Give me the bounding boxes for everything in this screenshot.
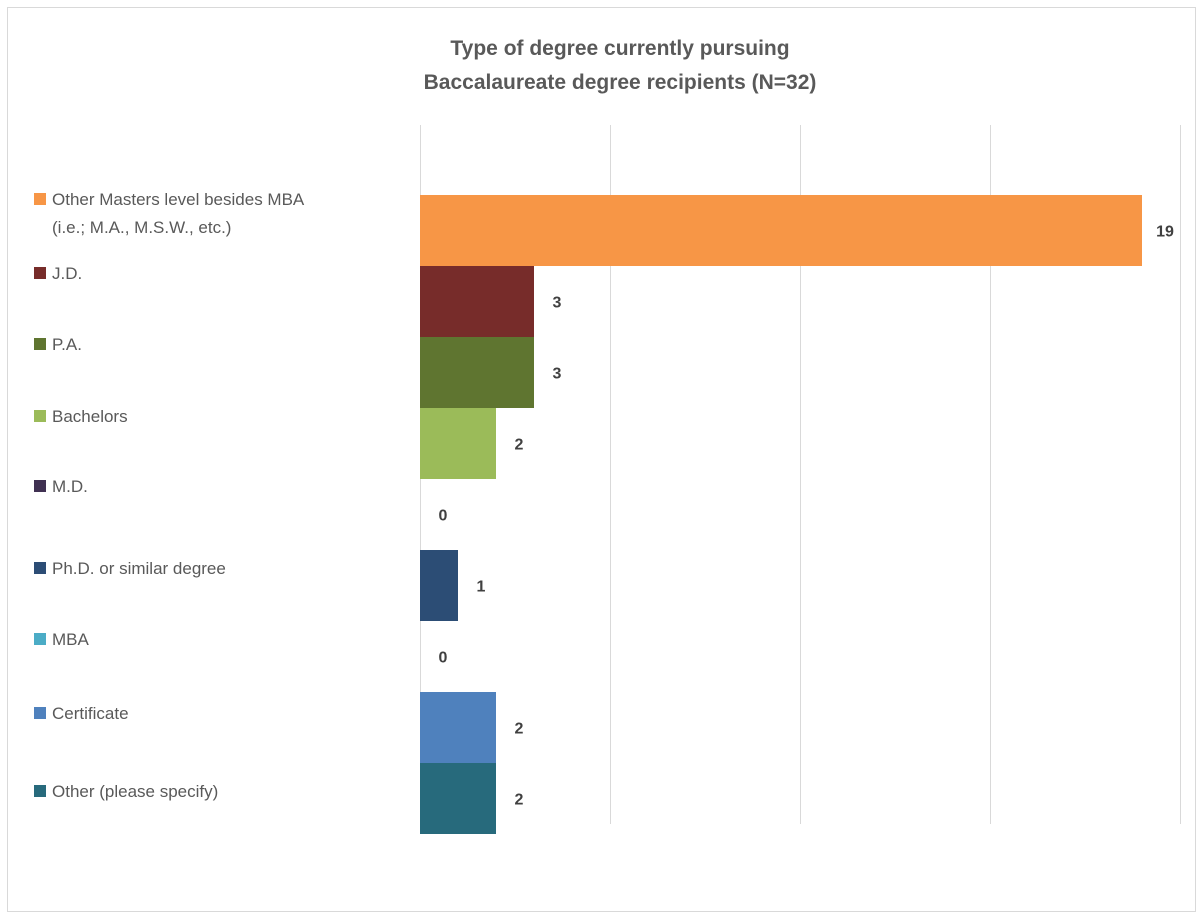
legend-item-1: J.D. — [34, 264, 82, 283]
legend-swatch-1 — [34, 267, 46, 279]
data-label-1: 3 — [553, 295, 562, 312]
legend-swatch-7 — [34, 707, 46, 719]
legend-item-2: P.A. — [34, 335, 82, 354]
legend-label-6: MBA — [52, 630, 90, 649]
legend-item-6: MBA — [34, 630, 90, 649]
legend-label-0-line-1: (i.e.; M.A., M.S.W., etc.) — [52, 218, 231, 237]
bar-1 — [420, 266, 534, 337]
legend-item-8: Other (please specify) — [34, 782, 218, 801]
data-label-6: 0 — [439, 650, 448, 667]
legend-label-8: Other (please specify) — [52, 782, 218, 801]
legend-label-2: P.A. — [52, 335, 82, 354]
data-label-4: 0 — [439, 508, 448, 525]
legend-label-5: Ph.D. or similar degree — [52, 559, 226, 578]
bar-7 — [420, 692, 496, 763]
legend-label-0: Other Masters level besides MBA — [52, 190, 305, 209]
data-label-5: 1 — [477, 579, 486, 596]
bar-2 — [420, 337, 534, 408]
data-label-7: 2 — [515, 721, 524, 738]
legend-item-3: Bachelors — [34, 407, 128, 426]
data-label-0: 19 — [1156, 224, 1174, 241]
legend-item-5: Ph.D. or similar degree — [34, 559, 226, 578]
legend-swatch-3 — [34, 410, 46, 422]
bar-8 — [420, 763, 496, 834]
legend: Other Masters level besides MBA (i.e.; M.… — [34, 190, 305, 801]
bar-3 — [420, 408, 496, 479]
legend-item-7: Certificate — [34, 704, 129, 723]
data-labels: 19 3 3 2 0 1 0 2 2 — [439, 224, 1174, 809]
chart-frame: Type of degree currently pursuing Baccal… — [7, 7, 1196, 912]
chart-subtitle: Baccalaureate degree recipients (N=32) — [424, 71, 817, 94]
data-label-8: 2 — [515, 792, 524, 809]
data-label-2: 3 — [553, 366, 562, 383]
legend-label-1: J.D. — [52, 264, 82, 283]
legend-item-0: Other Masters level besides MBA (i.e.; M.… — [34, 190, 305, 237]
legend-label-3: Bachelors — [52, 407, 128, 426]
bar-0 — [420, 195, 1142, 266]
legend-swatch-4 — [34, 480, 46, 492]
legend-label-7: Certificate — [52, 704, 129, 723]
chart-title: Type of degree currently pursuing — [450, 37, 789, 60]
bars — [420, 195, 1142, 834]
legend-swatch-0 — [34, 193, 46, 205]
legend-swatch-2 — [34, 338, 46, 350]
bar-chart: Type of degree currently pursuing Baccal… — [34, 37, 1181, 834]
legend-label-4: M.D. — [52, 477, 88, 496]
legend-swatch-5 — [34, 562, 46, 574]
bar-5 — [420, 550, 458, 621]
legend-swatch-6 — [34, 633, 46, 645]
data-label-3: 2 — [515, 437, 524, 454]
legend-item-4: M.D. — [34, 477, 88, 496]
legend-swatch-8 — [34, 785, 46, 797]
